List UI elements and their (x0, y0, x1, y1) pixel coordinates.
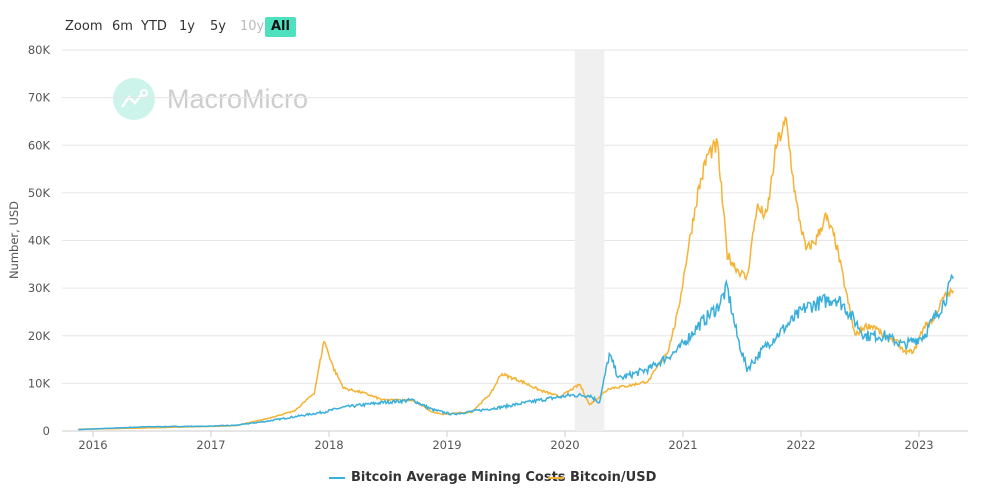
x-tick-label: 2023 (904, 438, 933, 452)
x-tick-label: 2018 (314, 438, 343, 452)
x-tick-label: 2020 (550, 438, 579, 452)
series-line-bitcoin-usd (78, 115, 955, 430)
range-ytd-button[interactable]: YTD (141, 19, 167, 34)
y-tick-label: 10K (28, 376, 51, 390)
series-line-mining-costs (78, 273, 955, 431)
legend-item-bitcoin-usd[interactable]: Bitcoin/USD (548, 470, 656, 485)
y-tick-label: 30K (28, 281, 51, 295)
x-tick-label: 2019 (432, 438, 461, 452)
y-tick-label: 40K (28, 234, 51, 248)
range-1y-button[interactable]: 1y (179, 19, 195, 34)
y-tick-label: 60K (28, 138, 51, 152)
legend-label: Bitcoin Average Mining Costs (351, 470, 566, 485)
zoom-label: Zoom (65, 19, 103, 34)
macromicro-logo-icon (113, 78, 155, 120)
legend-swatch (548, 476, 564, 479)
y-tick-label: 70K (28, 91, 51, 105)
y-tick-label: 50K (28, 186, 51, 200)
x-tick-label: 2021 (668, 438, 697, 452)
legend-label: Bitcoin/USD (570, 470, 657, 485)
legend-swatch (329, 476, 345, 479)
x-tick-label: 2017 (196, 438, 225, 452)
y-axis-title: Number, USD (7, 201, 21, 279)
range-10y-button[interactable]: 10y (240, 19, 265, 34)
legend-item-mining-costs[interactable]: Bitcoin Average Mining Costs (329, 470, 566, 485)
recession-shade (574, 50, 605, 431)
range-5y-button[interactable]: 5y (210, 19, 226, 34)
range-all-button[interactable]: All (265, 17, 296, 37)
watermark-text: MacroMicro (167, 83, 309, 114)
x-tick-label: 2016 (78, 438, 107, 452)
macromicro-watermark: MacroMicro (113, 78, 308, 120)
y-tick-label: 80K (28, 43, 51, 57)
y-tick-label: 20K (28, 329, 51, 343)
y-tick-label: 0 (43, 424, 50, 438)
range-6m-button[interactable]: 6m (112, 19, 133, 34)
x-tick-label: 2022 (786, 438, 815, 452)
